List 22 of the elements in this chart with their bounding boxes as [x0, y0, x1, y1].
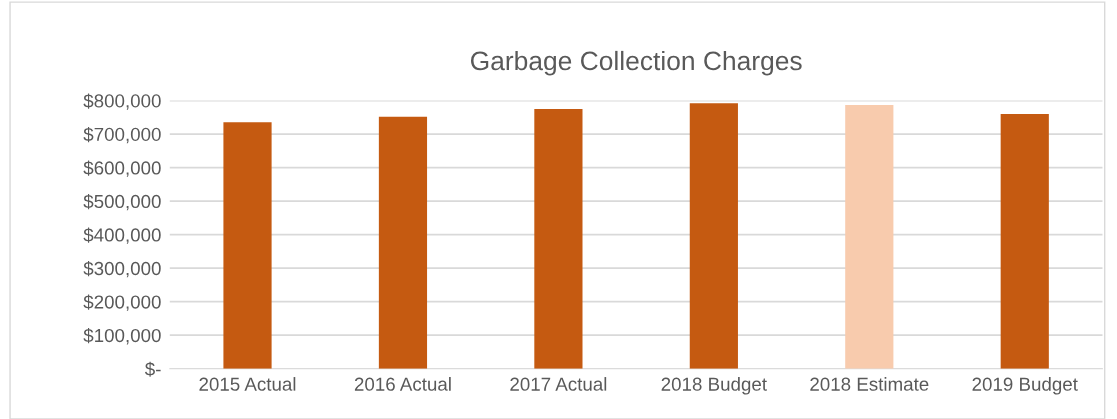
x-tick-label: 2015 Actual — [199, 377, 296, 391]
y-tick-label: $400,000 — [83, 227, 161, 244]
y-tick-label: $600,000 — [83, 160, 161, 177]
x-tick-label: 2016 Actual — [354, 377, 451, 391]
y-tick-label: $800,000 — [83, 93, 161, 110]
y-tick-label: $- — [144, 361, 161, 377]
y-tick-label: $700,000 — [83, 126, 161, 144]
bar — [534, 108, 583, 369]
x-tick-label: 2018 Budget — [661, 377, 767, 395]
bar — [845, 104, 894, 369]
y-tick-label: $200,000 — [83, 294, 161, 311]
bar — [1000, 113, 1049, 369]
x-tick-label: 2018 Estimate — [810, 377, 929, 391]
bar — [378, 116, 428, 369]
y-tick-label: $500,000 — [83, 194, 161, 211]
y-tick-label: $100,000 — [83, 328, 161, 345]
chart-title: Garbage Collection Charges — [470, 50, 802, 76]
bar — [689, 103, 738, 369]
x-tick-label: 2019 Budget — [972, 377, 1078, 395]
x-tick-label: 2017 Actual — [510, 377, 607, 391]
bar — [223, 122, 272, 369]
y-tick-label: $300,000 — [83, 261, 161, 278]
